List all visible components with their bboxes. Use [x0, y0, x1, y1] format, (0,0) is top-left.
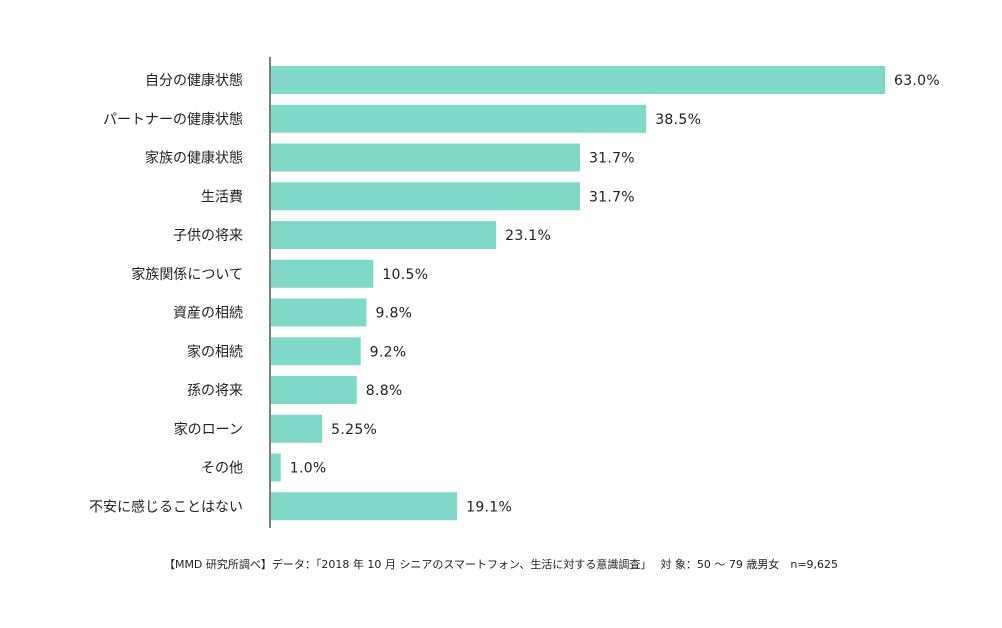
value-labels-group: 63.0% 38.5% 31.7% 31.7% 23.1% 10.5% 9.8% 9.2% 8.…	[290, 73, 940, 515]
value-label: 31.7%	[589, 151, 635, 167]
bar	[271, 182, 580, 211]
value-label: 8.8%	[366, 383, 403, 399]
bar	[271, 259, 374, 288]
category-label: 孫の将来	[187, 383, 243, 399]
value-label: 31.7%	[589, 189, 635, 205]
value-label: 9.8%	[376, 306, 413, 322]
category-label: その他	[201, 461, 243, 477]
bar	[271, 492, 458, 521]
value-label: 5.25%	[331, 422, 377, 438]
category-label: 生活費	[201, 189, 243, 205]
category-label: 自分の健康状態	[145, 72, 243, 89]
bars-group	[271, 66, 885, 521]
value-label: 10.5%	[382, 267, 428, 283]
category-label: 不安に感じることはない	[89, 498, 243, 515]
category-label: 家のローン	[174, 421, 243, 438]
value-label: 38.5%	[655, 112, 701, 128]
bar-chart: 自分の健康状態パートナーの健康状態家族の健康状態生活費子供の将来家族関係について…	[89, 57, 940, 528]
value-label: 63.0%	[894, 73, 940, 89]
value-label: 1.0%	[290, 461, 327, 477]
category-label: 子供の将来	[173, 228, 243, 244]
bar	[271, 298, 367, 327]
bar	[271, 453, 281, 482]
category-label: 家族の健康状態	[145, 150, 243, 167]
bar	[271, 143, 580, 172]
source-note: 【MMD 研究所調べ】データ：「2018 年 10 月 シニアのスマートフォン、…	[163, 558, 839, 571]
category-label: 資産の相続	[173, 305, 243, 322]
bar	[271, 221, 497, 249]
bar	[271, 376, 357, 404]
category-label: 家の相続	[187, 343, 243, 360]
bar	[271, 414, 323, 443]
value-label: 19.1%	[466, 499, 512, 515]
category-labels-group: 自分の健康状態パートナーの健康状態家族の健康状態生活費子供の将来家族関係について…	[89, 72, 243, 515]
category-label: パートナーの健康状態	[103, 111, 243, 128]
bar	[271, 104, 647, 133]
value-label: 23.1%	[505, 228, 551, 244]
value-label: 9.2%	[370, 344, 407, 360]
bar	[271, 337, 361, 366]
category-label: 家族関係について	[131, 266, 243, 283]
bar	[271, 66, 885, 94]
